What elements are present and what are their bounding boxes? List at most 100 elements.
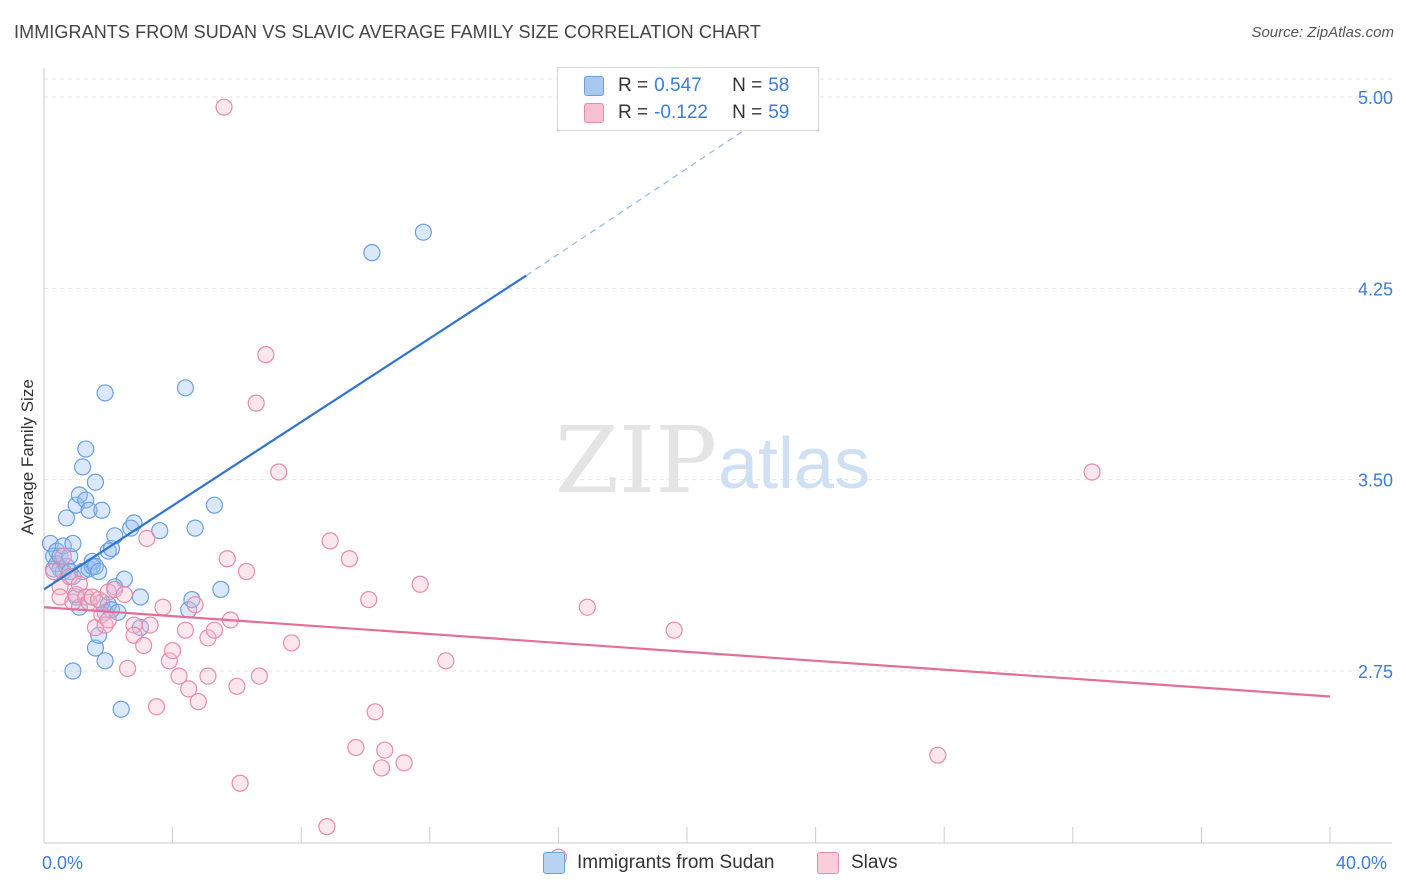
point-slavs xyxy=(160,652,178,670)
point-sudan xyxy=(183,590,201,609)
point-sudan xyxy=(131,588,150,606)
legend-row-slavs: R = -0.122 N = 59 xyxy=(584,101,789,125)
point-slavs xyxy=(437,652,455,670)
point-slavs xyxy=(237,562,256,581)
point-slavs xyxy=(250,667,269,685)
point-slavs xyxy=(1083,463,1101,481)
point-slavs xyxy=(176,621,195,639)
series-legend-sudan[interactable]: Immigrants from Sudan xyxy=(543,852,774,874)
point-slavs xyxy=(270,463,288,481)
point-sudan xyxy=(86,473,105,491)
point-slavs xyxy=(106,580,124,598)
point-slavs xyxy=(929,746,947,764)
source-credit: Source: ZipAtlas.com xyxy=(1251,24,1394,41)
point-sudan xyxy=(73,458,92,476)
trend-line-sudan-extension xyxy=(525,114,768,277)
legend-swatch-slavs xyxy=(817,852,839,874)
point-sudan xyxy=(414,223,432,241)
point-slavs xyxy=(154,598,172,616)
legend-label-slavs: Slavs xyxy=(851,852,898,873)
point-slavs xyxy=(578,598,596,616)
legend-swatch-slavs xyxy=(584,103,604,123)
correlation-legend: R = 0.547 N = 58 R = -0.122 N = 59 xyxy=(557,67,819,131)
series-legend-slavs[interactable]: Slavs xyxy=(817,852,897,874)
point-slavs xyxy=(411,575,429,593)
axes xyxy=(43,68,1392,844)
data-points xyxy=(41,98,1101,866)
legend-swatch-sudan xyxy=(543,852,565,874)
point-slavs xyxy=(115,585,133,604)
point-slavs xyxy=(340,550,359,568)
point-sudan xyxy=(67,496,85,514)
point-slavs xyxy=(360,590,378,609)
point-sudan xyxy=(83,552,101,570)
legend-n-value-sudan: 58 xyxy=(768,75,790,96)
point-sudan xyxy=(112,700,130,718)
legend-swatch-sudan xyxy=(584,76,604,96)
point-slavs xyxy=(347,738,365,757)
point-slavs xyxy=(366,703,384,721)
legend-row-sudan: R = 0.547 N = 58 xyxy=(584,74,789,98)
legend-label-sudan: Immigrants from Sudan xyxy=(577,852,775,873)
point-sudan xyxy=(93,501,111,519)
point-sudan xyxy=(57,509,76,527)
point-slavs xyxy=(186,596,204,614)
point-slavs xyxy=(54,547,72,565)
y-tick-labels: 2.75 3.50 4.25 5.00 xyxy=(1358,88,1393,682)
chart-title: IMMIGRANTS FROM SUDAN VS SLAVIC AVERAGE … xyxy=(14,22,762,42)
point-slavs xyxy=(665,621,683,639)
y-tick-label: 2.75 xyxy=(1358,662,1393,682)
point-sudan xyxy=(77,440,95,458)
point-slavs xyxy=(135,636,153,655)
y-tick-label: 3.50 xyxy=(1358,471,1393,491)
point-slavs xyxy=(96,616,114,634)
point-slavs xyxy=(170,667,188,685)
point-slavs xyxy=(147,698,166,716)
point-sudan xyxy=(86,557,105,576)
point-slavs xyxy=(205,621,223,639)
trend-line-sudan xyxy=(43,274,527,591)
grid-lines xyxy=(44,78,1392,672)
point-slavs xyxy=(138,529,156,547)
point-sudan xyxy=(90,562,108,581)
point-sudan xyxy=(176,379,195,397)
point-slavs xyxy=(257,346,275,364)
watermark: ZIP atlas xyxy=(555,407,870,514)
point-slavs xyxy=(99,611,117,629)
point-slavs xyxy=(321,532,339,550)
x-tick-label-min: 0.0% xyxy=(42,853,84,873)
x-tick-label-max: 40.0% xyxy=(1336,853,1388,873)
point-sudan xyxy=(99,542,117,560)
point-sudan xyxy=(212,580,230,598)
point-slavs xyxy=(372,759,391,777)
legend-n-value-slavs: 59 xyxy=(768,102,790,123)
point-sudan xyxy=(96,652,114,670)
point-sudan xyxy=(80,501,98,519)
point-slavs xyxy=(395,754,413,772)
legend-r-value-sudan: 0.547 xyxy=(654,75,702,96)
legend-r-label: R = xyxy=(618,102,649,123)
point-sudan xyxy=(86,639,105,657)
point-slavs xyxy=(218,550,236,568)
point-slavs xyxy=(164,641,182,660)
point-sudan xyxy=(61,547,79,565)
point-slavs xyxy=(189,693,207,711)
point-sudan xyxy=(64,534,82,553)
point-sudan xyxy=(151,522,169,540)
point-slavs xyxy=(199,667,217,685)
point-sudan xyxy=(363,244,381,262)
legend-n-label: N = xyxy=(732,102,763,123)
watermark-atlas: atlas xyxy=(718,424,870,504)
legend-r-label: R = xyxy=(618,75,649,96)
legend-n-label: N = xyxy=(732,75,763,96)
point-sudan xyxy=(54,537,72,555)
legend-r-value-slavs: -0.122 xyxy=(654,102,708,123)
point-sudan xyxy=(64,662,82,680)
point-slavs xyxy=(228,677,246,695)
point-slavs xyxy=(231,774,249,792)
point-slavs xyxy=(282,634,301,652)
point-slavs xyxy=(376,741,394,759)
trend-line-slavs xyxy=(43,606,1331,698)
point-sudan xyxy=(125,514,143,532)
